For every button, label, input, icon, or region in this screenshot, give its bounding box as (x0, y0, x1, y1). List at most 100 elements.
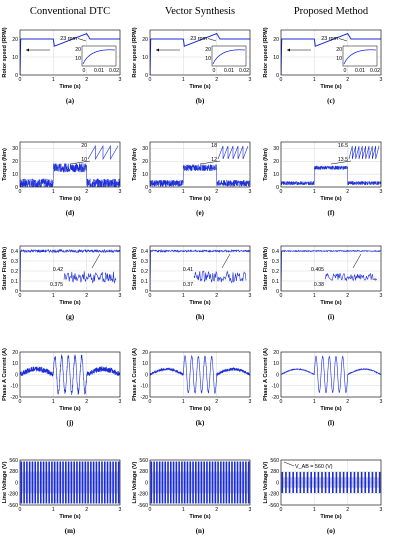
flux-line (150, 249, 250, 291)
y-tick-label: 30 (273, 146, 279, 152)
current-line (281, 355, 381, 394)
series-trace (281, 33, 381, 75)
y-tick-label: 0 (145, 289, 148, 295)
x-tick-label: 0 (280, 507, 283, 513)
inset-pointer (91, 253, 101, 269)
series-trace (20, 33, 120, 75)
panel-letter: (f) (328, 209, 336, 217)
y-axis-title: Torque (Nm) (2, 148, 8, 181)
y-axis-title: Phase A Current (A) (132, 348, 138, 401)
x-tick-label: 1 (182, 77, 185, 83)
inset-y-tick: 20 (205, 47, 211, 53)
inset-pointer (221, 253, 231, 269)
y-axis-title: Torque (Nm) (132, 148, 138, 181)
y-tick-label: 0 (15, 289, 18, 295)
y-tick-label: 0 (145, 73, 148, 79)
voltage-band (20, 472, 119, 493)
x-tick-label: 0 (149, 507, 152, 513)
panel-letter: (j) (67, 419, 75, 427)
inset: 0.42 0.375 (50, 267, 117, 288)
inset: 16.5 13.5 (338, 143, 380, 163)
inset-frame (211, 45, 247, 67)
y-tick-label: 20 (273, 350, 279, 356)
x-axis-title: Time (s) (189, 514, 210, 520)
x-tick-label: 1 (52, 399, 55, 405)
plot-frame (19, 351, 121, 398)
y-tick-label: 0.1 (141, 279, 148, 285)
inset-trace (82, 49, 116, 65)
plot-frame (149, 459, 251, 506)
y-tick-label: 0.1 (11, 279, 18, 285)
y-tick-label: 0 (145, 185, 148, 191)
x-tick-label: 1 (52, 507, 55, 513)
y-tick-label: 10 (273, 55, 279, 61)
x-tick-label: 0 (19, 399, 22, 405)
current-line (20, 354, 120, 396)
y-tick-label: 10 (12, 172, 18, 178)
y-tick-label: -10 (141, 384, 149, 390)
inset-y-tick: 0.38 (314, 282, 324, 288)
y-tick-label: 0 (276, 289, 279, 295)
panel-letter: (h) (196, 313, 205, 321)
plot-frame (19, 141, 121, 188)
inset-x-tick: 0 (213, 68, 216, 74)
x-tick-label: 3 (380, 77, 383, 83)
x-tick-label: 1 (313, 507, 316, 513)
y-tick-label: 10 (142, 55, 148, 61)
x-tick-label: 3 (119, 399, 122, 405)
y-tick-label: 10 (142, 172, 148, 178)
y-tick-label: 0.3 (11, 259, 18, 265)
x-tick-label: 0 (280, 77, 283, 83)
x-tick-label: 2 (85, 293, 88, 299)
x-tick-label: 2 (215, 507, 218, 513)
y-tick-label: 0 (276, 480, 279, 486)
voltage-band (150, 472, 249, 493)
y-tick-label: 0 (276, 73, 279, 79)
x-tick-label: 3 (119, 77, 122, 83)
y-tick-label: 20 (273, 159, 279, 165)
x-tick-label: 2 (215, 77, 218, 83)
annotation-arrow (207, 38, 217, 42)
x-tick-label: 1 (52, 293, 55, 299)
y-tick-label: -560 (138, 503, 148, 509)
y-tick-label: 0.2 (141, 269, 148, 275)
column-header: Conventional DTC (30, 6, 110, 17)
y-axis-title: Torque (Nm) (263, 148, 269, 181)
y-tick-label: 0.3 (272, 259, 279, 265)
x-tick-label: 3 (380, 399, 383, 405)
inset-x-tick: 0.02 (109, 68, 119, 74)
x-axis-title: Time (s) (189, 300, 210, 306)
y-tick-label: 0.4 (11, 249, 18, 255)
panel-l: -20 -10 0 10 20 0 1 2 3 Phase A Current (A) Time (… (263, 348, 383, 427)
flux-line (281, 249, 381, 291)
x-tick-label: 1 (182, 507, 185, 513)
y-tick-label: 0 (276, 185, 279, 191)
y-tick-label: 30 (142, 146, 148, 152)
inset-y-tick: 10 (81, 157, 87, 163)
inset-x-tick: 0 (344, 68, 347, 74)
inset-y-tick: 16.5 (338, 143, 348, 149)
panel-m: -560 -280 0 280 560 0 1 2 3 Line Voltage (V) Time … (2, 458, 122, 535)
inset: 0.41 0.37 (183, 267, 247, 288)
inset-x-tick: 0 (83, 68, 86, 74)
x-tick-label: 2 (85, 507, 88, 513)
y-tick-label: -10 (272, 384, 280, 390)
plot-frame (149, 351, 251, 398)
x-tick-label: 3 (249, 77, 252, 83)
y-tick-label: 0.1 (272, 279, 279, 285)
x-tick-label: 1 (52, 77, 55, 83)
y-tick-label: 20 (142, 350, 148, 356)
y-tick-label: 0.4 (272, 249, 279, 255)
y-tick-label: 0.3 (141, 259, 148, 265)
x-tick-label: 2 (346, 77, 349, 83)
y-tick-label: 20 (12, 350, 18, 356)
y-tick-label: 0.4 (141, 249, 148, 255)
inset-y-tick: 13.5 (338, 157, 348, 163)
y-tick-label: -20 (272, 395, 280, 401)
x-tick-label: 3 (119, 189, 122, 195)
inset-y-tick: 0.375 (50, 282, 63, 288)
y-tick-label: 10 (273, 172, 279, 178)
panel-letter: (d) (66, 209, 75, 217)
x-tick-label: 1 (313, 293, 316, 299)
